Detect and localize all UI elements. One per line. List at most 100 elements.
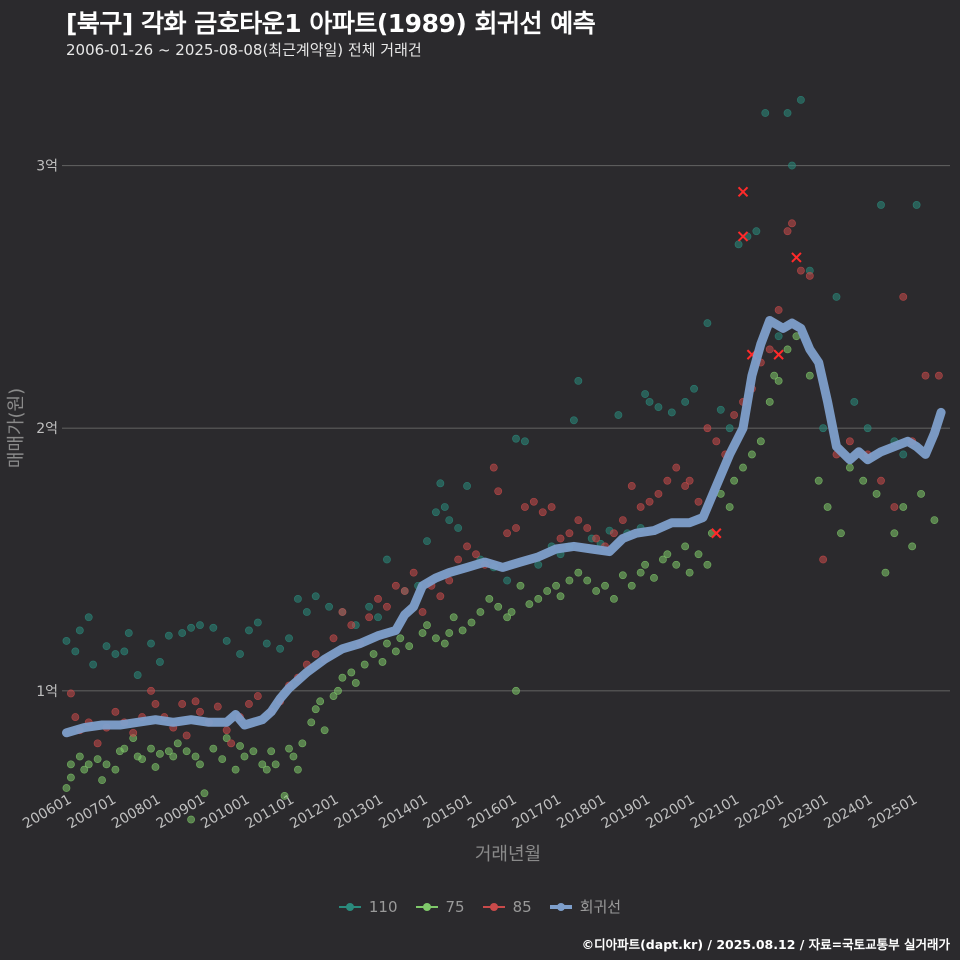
point-75 [311,705,320,714]
point-75 [890,529,899,538]
point-85 [574,516,583,525]
point-75 [285,744,293,753]
point-75 [383,639,391,648]
point-75 [458,626,467,635]
point-75 [347,668,356,677]
point-110 [463,482,471,490]
point-110 [614,411,623,419]
point-75 [440,639,449,648]
point-75 [881,568,890,577]
point-110 [863,424,872,433]
x-tick-label: 200601 [20,792,74,833]
x-tick-label: 201101 [243,792,297,833]
point-85 [921,371,930,380]
point-85 [645,497,654,506]
point-75 [320,726,329,735]
point-110 [294,594,302,603]
point-75 [289,752,298,761]
point-85 [805,271,814,280]
point-110 [716,405,725,414]
point-110 [178,629,187,637]
x-tick-label: 201501 [421,792,475,833]
point-85 [472,550,480,559]
point-110 [236,650,244,658]
point-110 [120,647,129,656]
point-85 [627,482,636,490]
point-75 [748,450,756,459]
point-75 [267,747,276,756]
point-75 [191,752,200,761]
point-110 [454,524,463,532]
point-75 [173,739,182,748]
point-75 [156,749,164,758]
point-85 [338,608,347,616]
point-110 [89,660,98,669]
point-75 [423,621,431,630]
point-85 [712,437,721,446]
x-tick-label: 201001 [198,792,252,833]
point-75 [360,660,369,669]
y-tick-labels: 1억 2억 3억 [36,159,58,700]
legend-label-regression: 회귀선 [579,898,622,916]
point-110 [222,637,231,645]
point-85 [111,707,120,716]
point-75 [543,587,552,595]
point-110 [796,95,805,104]
point-75 [138,755,147,764]
point-110 [774,332,783,341]
point-110 [75,626,84,635]
point-75 [659,555,667,564]
point-75 [396,634,405,643]
point-75 [783,345,792,354]
legend-item-110[interactable]: 110 [338,898,398,916]
point-85 [890,503,899,511]
y-tick-label: 3억 [36,159,58,175]
point-85 [774,306,783,314]
point-75 [556,592,565,601]
point-75 [67,760,75,769]
point-75 [725,503,734,511]
point-75 [120,744,129,753]
point-75 [908,542,917,551]
x-tick-label: 201901 [599,792,653,833]
highlight-cross [737,231,749,242]
point-110 [832,292,841,301]
point-85 [788,219,796,228]
point-75 [694,550,703,559]
point-85 [227,739,236,748]
point-75 [111,765,120,774]
point-110 [436,479,445,488]
point-75 [369,650,378,658]
legend-item-85[interactable]: 85 [482,898,532,916]
point-85 [253,692,262,700]
point-85 [213,702,222,711]
point-85 [547,503,556,511]
point-110 [667,408,676,417]
point-85 [196,707,204,716]
point-110 [71,647,80,656]
point-110 [133,671,142,679]
legend-item-75[interactable]: 75 [415,897,465,916]
point-110 [725,424,734,433]
point-110 [285,634,293,643]
x-tick-label: 201401 [376,792,430,833]
point-75 [218,755,227,764]
point-110 [761,109,770,117]
highlight-cross [711,528,722,539]
point-75 [84,760,93,769]
point-75 [516,581,525,590]
point-85 [783,227,792,236]
point-85 [583,524,592,532]
point-75 [574,568,583,577]
point-85 [899,292,908,301]
point-85 [383,602,391,611]
x-tick-label: 201701 [510,792,564,833]
legend-item-regression[interactable]: 회귀선 [549,896,622,917]
point-85 [819,555,828,564]
point-75 [930,516,939,525]
point-110 [431,508,440,517]
point-85 [178,700,187,708]
point-75 [271,760,280,769]
point-75 [445,629,454,637]
legend-label-75: 75 [445,897,465,916]
